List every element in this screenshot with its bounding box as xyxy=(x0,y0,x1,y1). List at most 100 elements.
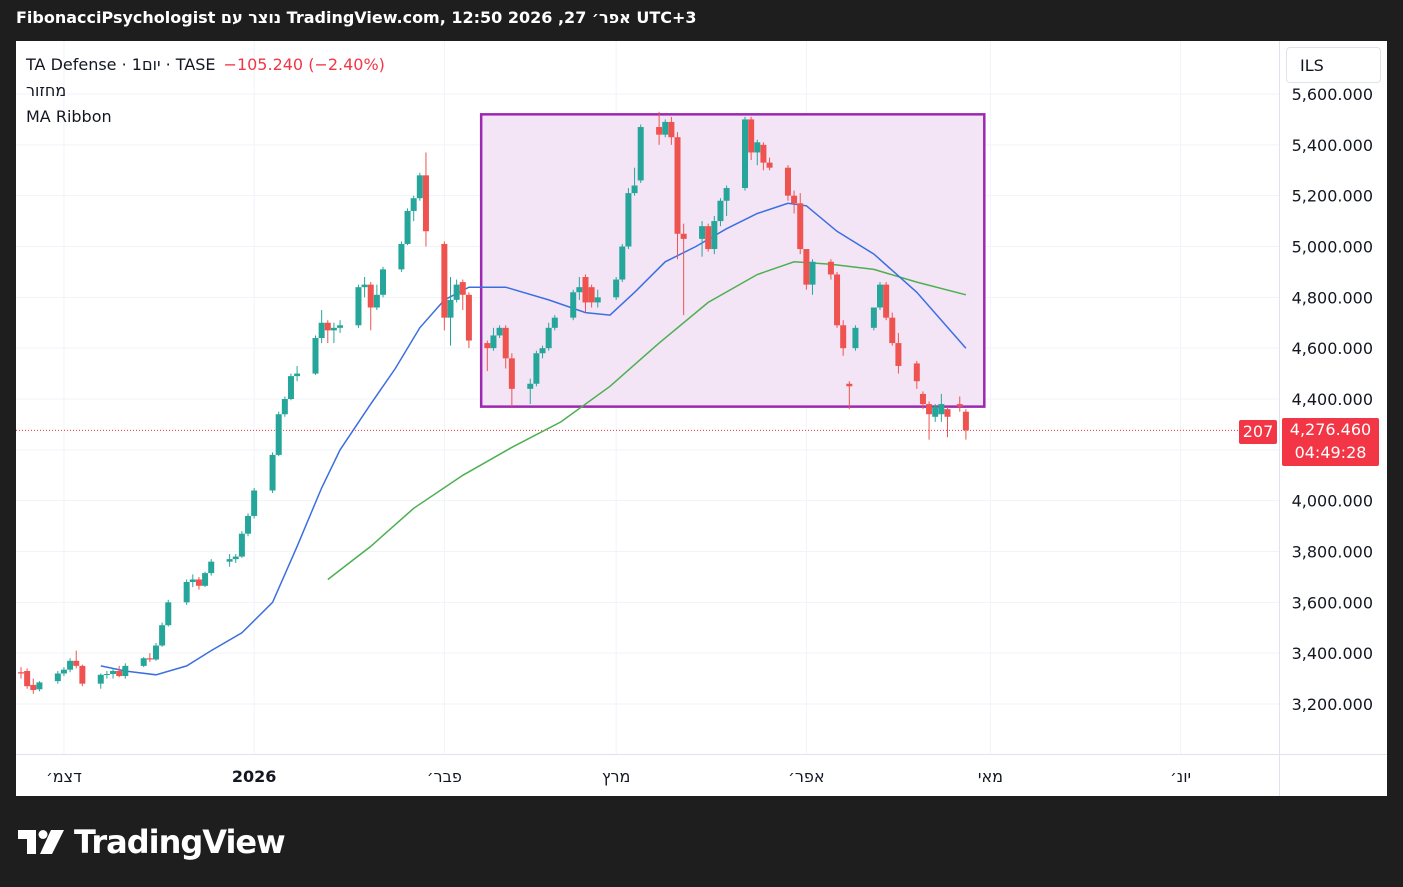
candle-body xyxy=(441,243,448,318)
candle-up xyxy=(275,411,282,457)
candle-body xyxy=(613,279,620,298)
candle-body xyxy=(889,317,896,344)
candle-up xyxy=(67,658,74,673)
candle-down xyxy=(846,381,853,410)
candle-up xyxy=(232,554,239,563)
candle-up xyxy=(742,116,749,191)
candle-body xyxy=(895,343,902,366)
candle-body xyxy=(337,325,344,328)
time-tick-label: מאי xyxy=(978,767,1003,786)
candle-body xyxy=(705,226,712,250)
candle-body xyxy=(919,393,926,405)
candle-body xyxy=(226,559,233,562)
candle-down xyxy=(367,282,374,331)
price-tick-label: 5,000.000 xyxy=(1292,238,1373,257)
candle-body xyxy=(551,317,558,328)
candle-body xyxy=(490,335,497,349)
candle-down xyxy=(656,111,663,145)
candle-up xyxy=(699,221,706,257)
candle-down xyxy=(680,223,687,316)
candle-down xyxy=(582,274,589,313)
price-tick-label: 4,000.000 xyxy=(1292,492,1373,511)
candle-down xyxy=(465,292,472,349)
candle-body xyxy=(754,142,761,153)
candle-body xyxy=(404,210,411,244)
candle-down xyxy=(588,284,595,308)
candle-body xyxy=(834,274,841,326)
candle-up xyxy=(619,243,626,283)
symbol-legend[interactable]: TA Defense · 1יום · TASE −105.240 (−2.40%… xyxy=(26,55,385,74)
candle-up xyxy=(576,277,583,300)
candle-down xyxy=(508,353,515,407)
candle-down xyxy=(674,132,681,260)
candle-down xyxy=(784,165,791,201)
highlight-rectangle xyxy=(479,113,986,408)
candle-body xyxy=(766,162,773,168)
candle-body xyxy=(416,175,423,199)
currency-selector[interactable]: ILS xyxy=(1286,47,1381,83)
candle-body xyxy=(122,665,129,677)
candle-body xyxy=(453,284,460,300)
candle-up xyxy=(416,172,423,201)
candle-down xyxy=(324,320,331,344)
candle-up xyxy=(625,188,632,250)
candle-body xyxy=(840,325,847,349)
price-tick-label: 3,400.000 xyxy=(1292,644,1373,663)
candle-body xyxy=(545,327,552,349)
candle-down xyxy=(73,650,80,669)
candle-up xyxy=(527,378,534,405)
candle-body xyxy=(30,684,37,691)
candle-down xyxy=(840,320,847,356)
candle-up xyxy=(355,284,362,328)
candle-down xyxy=(748,116,755,161)
candle-down xyxy=(956,396,963,412)
price-tick-label: 3,600.000 xyxy=(1292,593,1373,612)
candle-body xyxy=(913,363,920,382)
candle-body xyxy=(803,249,810,285)
price-tick-label: 4,800.000 xyxy=(1292,288,1373,307)
candle-body xyxy=(152,645,159,660)
candle-body xyxy=(361,284,368,288)
candle-body xyxy=(809,261,816,285)
candle-up xyxy=(312,335,319,375)
candle-body xyxy=(73,660,80,666)
ma-slow-line xyxy=(327,261,967,581)
candle-up xyxy=(398,241,405,272)
candle-down xyxy=(919,391,926,410)
candle-body xyxy=(18,672,24,674)
candle-down xyxy=(791,190,798,214)
candle-body xyxy=(67,660,74,670)
candle-up xyxy=(269,452,276,494)
candle-body xyxy=(103,674,110,676)
candle-down xyxy=(827,259,834,280)
candle-body xyxy=(502,327,509,359)
candle-up xyxy=(202,571,209,588)
candle-down xyxy=(797,193,804,255)
candle-up xyxy=(60,667,67,677)
volume-legend[interactable]: מחזור xyxy=(26,81,67,100)
candle-body xyxy=(410,198,417,211)
candle-body xyxy=(723,188,730,201)
candle-body xyxy=(355,287,362,326)
candle-body xyxy=(465,294,472,341)
candle-up xyxy=(226,554,233,567)
price-chart[interactable]: 5,600.000 5,400.000 5,200.000 5,000.000 4,80… xyxy=(16,41,1387,796)
candle-up xyxy=(932,404,939,422)
candle-body xyxy=(699,226,706,239)
chart-header-text: FibonacciPsychologist נוצר עם TradingVie… xyxy=(16,8,697,27)
price-tick-label: 5,600.000 xyxy=(1292,85,1373,104)
tradingview-logo-text: TradingView xyxy=(74,823,286,861)
candle-body xyxy=(146,658,153,660)
candle-up xyxy=(380,266,387,298)
tradingview-logo[interactable]: TradingView xyxy=(18,823,286,861)
ma-ribbon-legend[interactable]: MA Ribbon xyxy=(26,107,112,126)
chart-panel[interactable]: 5,600.000 5,400.000 5,200.000 5,000.000 4,80… xyxy=(16,41,1387,796)
candle-up xyxy=(551,315,558,331)
candle-up xyxy=(723,185,730,216)
candle-body xyxy=(956,404,963,407)
candle-body xyxy=(159,625,166,646)
time-axis-labels: דצמ׳ 2026 פבר׳ מרץ אפר׳ מאי יונ׳ xyxy=(46,767,1191,786)
candle-up xyxy=(337,320,344,333)
price-tick-label: 4,400.000 xyxy=(1292,390,1373,409)
candle-down xyxy=(24,668,31,689)
